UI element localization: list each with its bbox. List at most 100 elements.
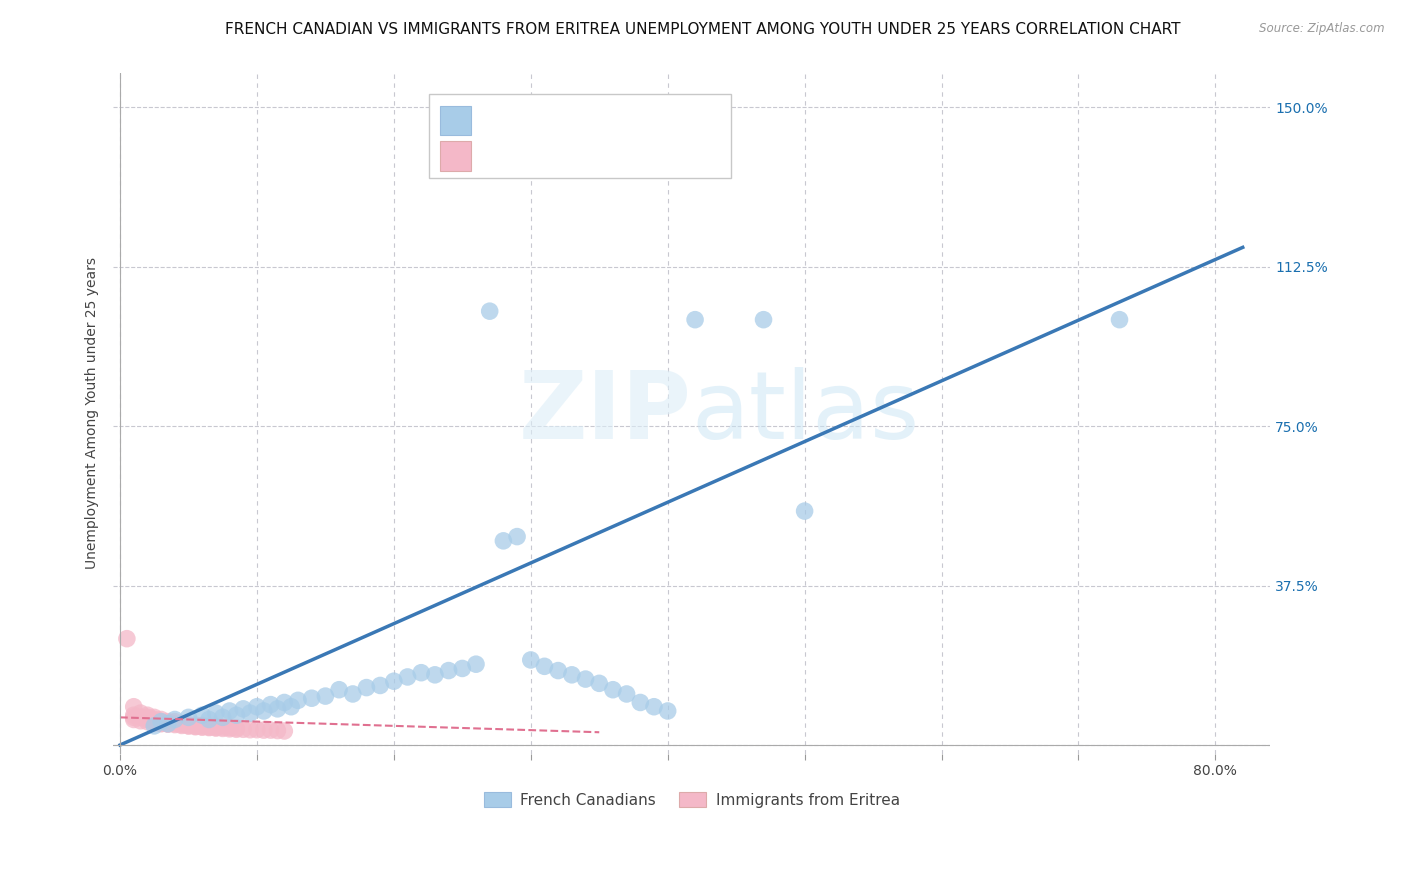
Point	[506, 530, 529, 544]
Point	[259, 723, 281, 738]
Point	[129, 706, 152, 720]
Point	[561, 668, 583, 682]
Text: -0.154: -0.154	[531, 145, 591, 163]
Point	[205, 706, 228, 720]
Point	[520, 653, 543, 667]
Point	[143, 715, 166, 730]
Legend: French Canadians, Immigrants from Eritrea: French Canadians, Immigrants from Eritre…	[478, 786, 905, 814]
Point	[163, 713, 186, 727]
Point	[218, 722, 240, 736]
Point	[198, 721, 221, 735]
Point	[163, 717, 186, 731]
Point	[156, 716, 179, 731]
Point	[177, 717, 200, 731]
Point	[218, 721, 240, 735]
Point	[129, 710, 152, 724]
Point	[156, 717, 179, 731]
Point	[368, 678, 391, 692]
Point	[259, 698, 281, 712]
Point	[150, 716, 173, 731]
Point	[602, 682, 624, 697]
Point	[184, 718, 207, 732]
Point	[122, 699, 145, 714]
Point	[465, 657, 488, 672]
Point	[643, 699, 665, 714]
Point	[287, 693, 309, 707]
Point	[246, 699, 269, 714]
Point	[170, 716, 193, 731]
Point	[205, 720, 228, 734]
Point	[266, 723, 288, 738]
Point	[122, 710, 145, 724]
Point	[301, 691, 323, 706]
Point	[211, 710, 233, 724]
Point	[211, 722, 233, 736]
Point	[314, 689, 336, 703]
Point	[211, 720, 233, 734]
Point	[198, 720, 221, 734]
Text: Source: ZipAtlas.com: Source: ZipAtlas.com	[1260, 22, 1385, 36]
Text: atlas: atlas	[692, 368, 920, 459]
Point	[225, 723, 247, 737]
Point	[253, 704, 276, 718]
Point	[232, 702, 254, 716]
Point	[156, 716, 179, 731]
Point	[266, 702, 288, 716]
Point	[198, 719, 221, 733]
Point	[382, 674, 405, 689]
Point	[136, 708, 159, 723]
Point	[273, 723, 295, 738]
Point	[451, 661, 474, 675]
Point	[170, 718, 193, 732]
Point	[547, 664, 569, 678]
Point	[205, 721, 228, 735]
Point	[478, 304, 501, 318]
Point	[225, 708, 247, 723]
Point	[150, 714, 173, 729]
Point	[191, 720, 214, 734]
Point	[752, 312, 775, 326]
Point	[184, 719, 207, 733]
Point	[122, 713, 145, 727]
Point	[150, 714, 173, 729]
Point	[198, 713, 221, 727]
Text: 58: 58	[643, 145, 665, 163]
Point	[156, 714, 179, 729]
Text: R =: R =	[479, 110, 520, 128]
Point	[328, 682, 350, 697]
Point	[122, 708, 145, 723]
Point	[342, 687, 364, 701]
Point	[411, 665, 433, 680]
Point	[628, 696, 651, 710]
Text: R =: R =	[479, 145, 516, 163]
Point	[150, 716, 173, 731]
Point	[143, 719, 166, 733]
Point	[143, 713, 166, 727]
Point	[177, 710, 200, 724]
Point	[253, 723, 276, 738]
Point	[177, 719, 200, 733]
Point	[356, 681, 378, 695]
Point	[218, 704, 240, 718]
Point	[437, 664, 460, 678]
Point	[225, 721, 247, 735]
Point	[143, 714, 166, 729]
Point	[683, 312, 706, 326]
Point	[170, 717, 193, 731]
Point	[574, 672, 596, 686]
Y-axis label: Unemployment Among Youth under 25 years: Unemployment Among Youth under 25 years	[86, 257, 100, 569]
Point	[136, 713, 159, 727]
Text: N =: N =	[600, 110, 637, 128]
Point	[163, 716, 186, 731]
Text: ZIP: ZIP	[519, 368, 692, 459]
Point	[143, 710, 166, 724]
Point	[1108, 312, 1130, 326]
Point	[423, 668, 446, 682]
Point	[191, 708, 214, 723]
Point	[396, 670, 419, 684]
Point	[232, 723, 254, 737]
Point	[793, 504, 815, 518]
Point	[184, 720, 207, 734]
Point	[150, 713, 173, 727]
Point	[239, 706, 262, 720]
